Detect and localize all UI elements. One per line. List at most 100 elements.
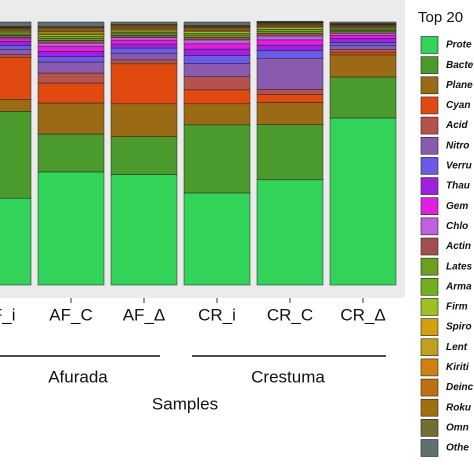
bar-segment <box>37 38 105 41</box>
bar-segment <box>256 39 324 46</box>
bar-segment <box>183 34 251 38</box>
legend-label: Roku <box>446 402 471 413</box>
bar-segment <box>256 124 324 181</box>
bar-segment <box>37 35 105 39</box>
bar-segment <box>0 35 32 38</box>
bar-segment <box>183 55 251 64</box>
bar-segment <box>183 63 251 77</box>
legend-key <box>420 419 439 437</box>
legend-key <box>420 56 439 74</box>
legend-label: Acid <box>445 120 469 131</box>
x-tick-label: CR_C <box>267 305 313 324</box>
bar-segment <box>183 39 251 45</box>
legend-key <box>420 257 439 276</box>
bar-segment <box>183 103 251 126</box>
legend-title: Top 20 <box>418 9 463 26</box>
legend-key <box>420 439 439 457</box>
bar-segment <box>37 171 105 286</box>
bar-segment <box>37 45 105 52</box>
bar-segment <box>37 133 105 173</box>
bar-segment <box>110 21 178 25</box>
bar-segment <box>0 38 32 42</box>
bar-segment <box>110 59 178 65</box>
bar-segment <box>256 20 324 23</box>
x-tick-label: AF_C <box>49 305 92 324</box>
bar-segment <box>329 42 397 46</box>
bar-segment <box>0 21 32 27</box>
bar-segment <box>0 32 32 35</box>
bar-segment <box>0 33 32 36</box>
x-tick-label: AF_i <box>0 305 15 324</box>
legend-label: Cyan <box>446 100 470 111</box>
bar-segment <box>110 37 178 41</box>
bar-segment <box>256 33 324 37</box>
legend-label: Plane <box>446 80 473 91</box>
bar-segment <box>183 37 251 41</box>
bar-segment <box>183 76 251 91</box>
bar-segment <box>183 192 251 286</box>
bar-segment <box>329 49 397 53</box>
bar-segment <box>329 21 397 24</box>
legend-key <box>420 277 439 296</box>
group-label: Afurada <box>48 367 108 386</box>
legend-label: Gem <box>446 201 468 212</box>
legend-label: Spiro <box>446 322 472 333</box>
bar-segment <box>0 28 32 30</box>
bar-segment <box>110 39 178 45</box>
x-tick-label: CR_i <box>198 305 236 324</box>
bar-segment <box>256 102 324 125</box>
legend-label: Thau <box>446 181 470 192</box>
bar-segment <box>0 31 32 34</box>
bar-segment <box>256 58 324 90</box>
group-label: Crestuma <box>251 367 325 386</box>
bar-segment <box>256 44 324 51</box>
legend-label: Bacte <box>446 60 474 71</box>
bar-segment <box>329 38 397 43</box>
bar-segment <box>110 53 178 61</box>
legend-key <box>420 318 439 336</box>
bar-segment <box>0 49 32 55</box>
bar-segment <box>0 29 32 31</box>
bar-segment <box>110 47 178 54</box>
bar-segment <box>110 136 178 175</box>
legend-key <box>420 358 439 377</box>
x-tick-label: CR_Δ <box>340 305 385 324</box>
bar-segment <box>37 21 105 27</box>
legend-label: Omn <box>446 422 469 433</box>
bar-segment <box>183 89 251 105</box>
legend-label: Actin <box>445 241 471 252</box>
legend-label: Deinc <box>446 382 474 393</box>
bar-segment <box>183 124 251 194</box>
bar-segment <box>329 45 397 50</box>
legend-key <box>420 298 439 316</box>
bar-segment <box>110 174 178 286</box>
legend-label: Chlo <box>446 221 468 232</box>
bar-segment <box>37 102 105 135</box>
bar-segment <box>0 197 32 286</box>
legend-label: Firm <box>446 302 468 313</box>
legend-label: Prote <box>446 40 472 51</box>
legend-key <box>420 237 439 256</box>
legend-key <box>420 398 439 417</box>
bar-segment <box>183 43 251 50</box>
bar-segment <box>0 26 32 29</box>
bar-segment <box>256 35 324 41</box>
bar-segment <box>0 45 32 50</box>
bar-segment <box>256 30 324 34</box>
legend-key <box>420 136 439 155</box>
legend-key <box>420 96 439 115</box>
bar-segment <box>37 56 105 63</box>
bar-segment <box>329 33 397 36</box>
legend-label: Othe <box>446 443 469 454</box>
bar-segment <box>256 50 324 59</box>
legend-key <box>420 116 439 135</box>
bar-segment <box>0 37 32 40</box>
legend-key <box>420 197 439 215</box>
legend-key <box>420 76 439 95</box>
bar-segment <box>0 27 32 29</box>
legend-label: Lent <box>446 342 468 353</box>
bar-segment <box>0 111 32 199</box>
bar-segment <box>329 35 397 39</box>
